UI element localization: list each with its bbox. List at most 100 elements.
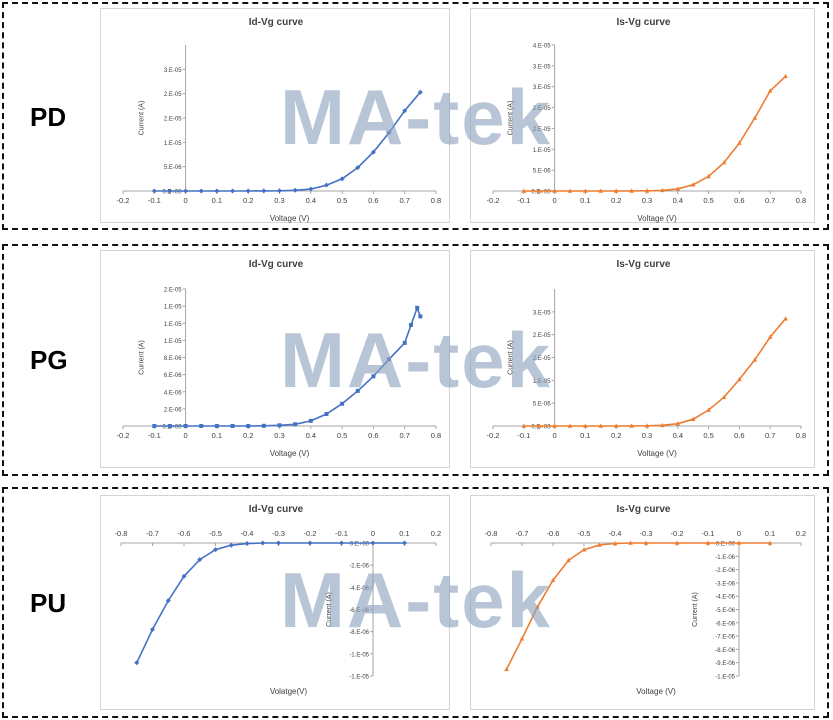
data-point (151, 188, 157, 194)
x-axis-title: Voltage (V) (637, 214, 677, 223)
x-tick-label: 0.2 (243, 431, 253, 440)
data-point (690, 182, 696, 187)
data-point (767, 540, 773, 545)
y-tick-label: 4.E-06 (164, 390, 182, 396)
chart-panel-pd-id: Id-Vg curve -0.2 -0.1 0 0.1 0.2 0.3 0.4 0.5 0.6 0.… (100, 8, 450, 223)
x-tick-label: 0 (553, 431, 557, 440)
data-point (675, 186, 681, 191)
section-pd (2, 2, 829, 230)
data-point (230, 424, 235, 428)
x-tick-label: -0.7 (146, 529, 159, 538)
x-tick-label: 0.4 (673, 431, 683, 440)
data-point (167, 188, 173, 194)
x-axis-title: Voltage (V) (270, 449, 310, 458)
data-point (721, 394, 727, 400)
data-point (183, 424, 188, 428)
data-point (597, 542, 602, 547)
chart-panel-pu-id: Id-Vg curve -0.8 -0.7 -0.6 -0.5 -0.4 -0.3 -0.2 -… (100, 495, 450, 710)
data-point (550, 577, 556, 583)
x-tick-label: -0.2 (117, 196, 130, 205)
data-point (752, 357, 758, 362)
data-point (214, 188, 220, 194)
x-tick-label: 0 (737, 529, 741, 538)
data-point (386, 130, 392, 136)
data-point (402, 108, 408, 114)
data-point (417, 89, 423, 95)
data-point (675, 421, 681, 426)
x-tick-label: 0.1 (765, 529, 775, 538)
x-tick-label: 0.1 (212, 196, 222, 205)
data-point (230, 188, 236, 194)
y-tick-label: 1.E-05 (164, 141, 182, 147)
data-point (418, 314, 423, 319)
data-point (690, 416, 696, 421)
y-axis-title: Current (A) (508, 101, 515, 136)
series-line (505, 542, 770, 670)
x-tick-label: 0.1 (212, 431, 222, 440)
y-tick-label: -2.E-06 (715, 568, 735, 574)
y-tick-label: 2.E-05 (533, 333, 551, 339)
data-point (752, 115, 758, 120)
y-tick-label: -6.E-06 (715, 621, 735, 627)
x-tick-label: 0.4 (306, 431, 316, 440)
data-point (355, 165, 361, 171)
x-tick-label: 0.2 (611, 431, 621, 440)
y-tick-label: 2.E-05 (164, 92, 182, 98)
x-tick-label: 0.5 (703, 431, 713, 440)
data-point (567, 423, 573, 428)
series-line (136, 542, 405, 664)
data-point (292, 187, 298, 193)
data-point (277, 188, 282, 194)
series-line (154, 91, 421, 192)
y-tick-label: 5.E-06 (164, 165, 182, 171)
x-tick-label: -0.8 (115, 529, 128, 538)
chart-title: Is-Vg curve (617, 259, 671, 270)
data-point (307, 540, 313, 546)
data-point (165, 598, 171, 604)
data-point (244, 541, 250, 547)
x-axis-title: Voltage (V) (636, 687, 676, 696)
y-tick-label: 6.E-06 (164, 373, 182, 379)
x-tick-label: 0.2 (796, 529, 806, 538)
y-tick-label: -2.E-06 (349, 564, 369, 570)
chart-panel-pu-is: Is-Vg curve -0.8 -0.7 -0.6 -0.5 -0.4 -0.3 -0.2 -… (470, 495, 815, 710)
x-tick-label: 0.7 (399, 196, 409, 205)
y-tick-label: 2.E-05 (164, 117, 182, 123)
x-tick-label: 0.6 (734, 431, 744, 440)
x-tick-label: -0.1 (148, 431, 161, 440)
data-point (706, 173, 711, 179)
data-point (583, 188, 588, 193)
y-tick-label: -1.E-06 (715, 555, 735, 561)
data-point (706, 407, 711, 412)
y-tick-label: 2.E-05 (533, 127, 551, 133)
data-point (521, 423, 527, 428)
y-tick-label: 3.E-05 (533, 85, 551, 91)
y-tick-label: 8.E-06 (164, 356, 182, 362)
data-point (598, 423, 604, 428)
x-tick-label: 0 (553, 196, 557, 205)
x-tick-label: 0.7 (765, 196, 775, 205)
y-tick-label: 2.E-05 (164, 288, 182, 294)
series-line (154, 305, 422, 427)
y-tick-label: -6.E-06 (349, 608, 369, 614)
chart-pd-is-vg: Is-Vg curve -0.2 -0.1 0 0.1 0.2 0.3 0.4 0.5 0.6 0.… (487, 17, 807, 223)
data-point (371, 374, 376, 379)
data-point (581, 547, 587, 552)
data-point (644, 188, 650, 193)
chart-pu-is-vg: Is-Vg curve -0.8 -0.7 -0.6 -0.5 -0.4 -0.3 -0.2 -… (485, 504, 807, 696)
x-tick-label: 0 (184, 431, 188, 440)
data-point (567, 188, 573, 193)
y-tick-label: -8.E-06 (349, 630, 369, 636)
data-point (214, 424, 219, 428)
y-tick-label: -1.E-05 (349, 652, 369, 658)
x-tick-label: 0.3 (642, 431, 652, 440)
x-tick-label: 0.3 (274, 196, 284, 205)
y-axis-title: Current (A) (508, 340, 515, 375)
row-label-pg: PG (30, 345, 68, 375)
chart-title: Id-Vg curve (249, 504, 304, 515)
data-point (521, 188, 527, 193)
data-point (674, 540, 680, 545)
data-point (598, 188, 604, 193)
y-tick-label: 0.E+00 (162, 190, 182, 196)
y-tick-label: 5.E-06 (533, 169, 551, 175)
